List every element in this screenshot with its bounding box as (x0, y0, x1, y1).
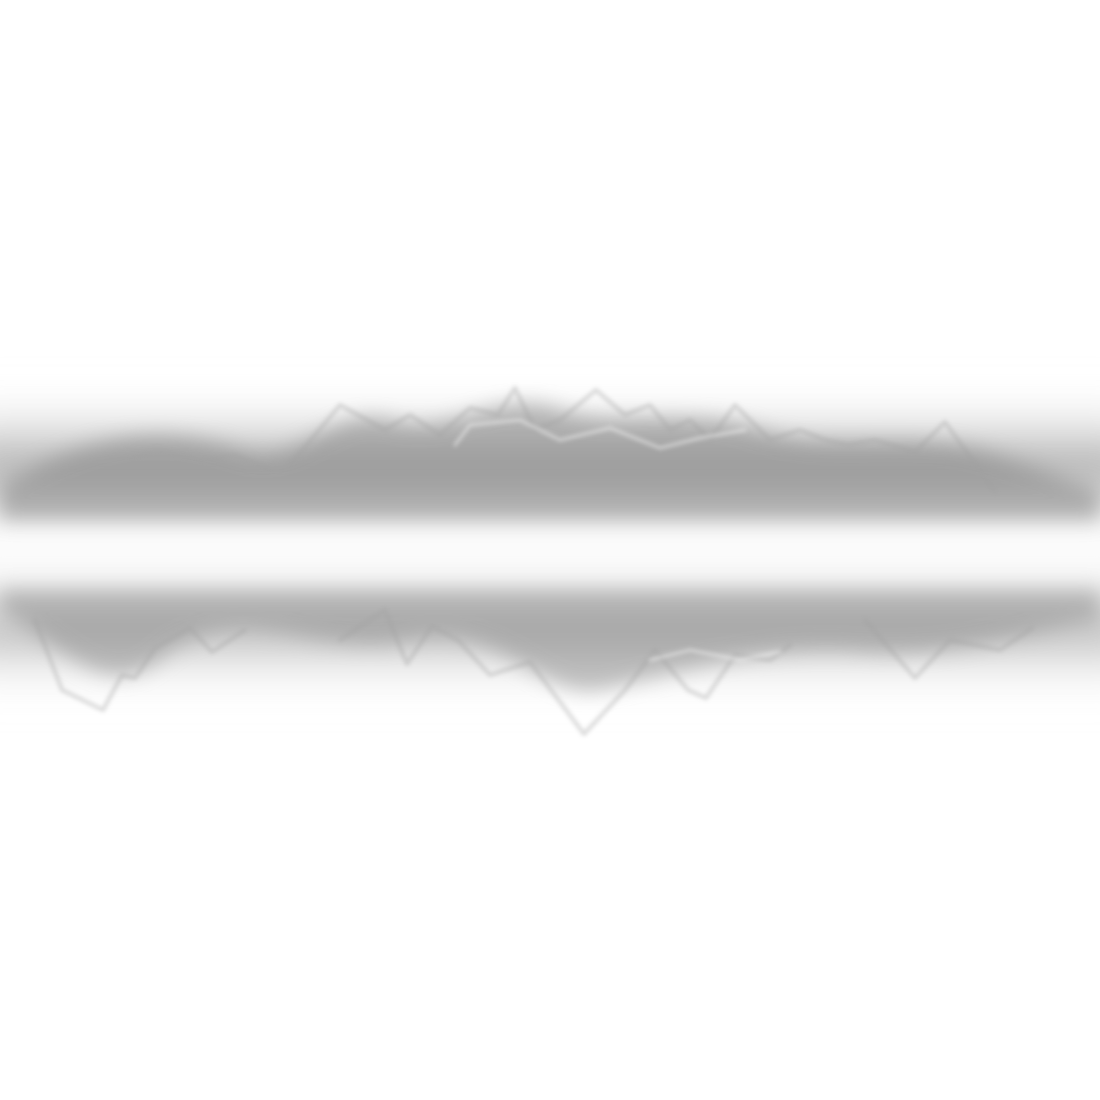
soft-highlight-streaks (453, 418, 782, 662)
upper-line-trace (128, 386, 997, 494)
blurred-upper-peaks (0, 403, 1100, 520)
lower-line-trace (33, 608, 1034, 736)
blurred-lower-peaks (0, 590, 1100, 691)
